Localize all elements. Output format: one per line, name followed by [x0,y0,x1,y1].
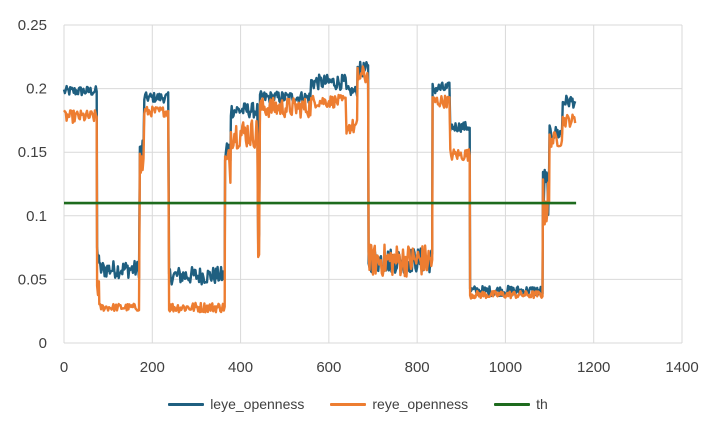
x-tick-label: 1000 [489,359,522,376]
x-tick-label: 1200 [577,359,610,376]
legend: leye_openness reye_openness th [0,396,716,412]
legend-label-reye: reye_openness [372,396,469,412]
x-tick-label: 0 [60,359,68,376]
legend-item-leye: leye_openness [168,396,304,412]
legend-label-th: th [536,396,548,412]
legend-swatch-th [494,402,531,406]
x-tick-label: 400 [228,359,253,376]
y-tick-label: 0.25 [18,17,47,34]
x-tick-label: 600 [316,359,341,376]
series-lines [62,60,577,314]
legend-swatch-reye [330,402,367,406]
y-tick-label: 0.2 [26,81,47,98]
legend-item-reye: reye_openness [330,396,468,412]
series-line-leye-openness [62,60,577,298]
gridlines [63,24,683,344]
series-line-reye-openness [63,65,577,314]
legend-swatch-leye [168,402,205,406]
y-tick-label: 0 [39,335,47,352]
x-tick-label: 200 [140,359,165,376]
y-tick-label: 0.05 [18,271,47,288]
y-tick-label: 0.15 [18,144,47,161]
y-tick-label: 0.1 [26,208,47,225]
legend-label-leye: leye_openness [210,396,305,412]
x-tick-label: 800 [405,359,430,376]
x-tick-label: 1400 [665,359,698,376]
legend-item-th: th [494,396,548,412]
axis-ticks: 0 200 400 600 800 1000 1200 1400 0 0.05 0.1 0.15 0.2… [18,17,699,376]
